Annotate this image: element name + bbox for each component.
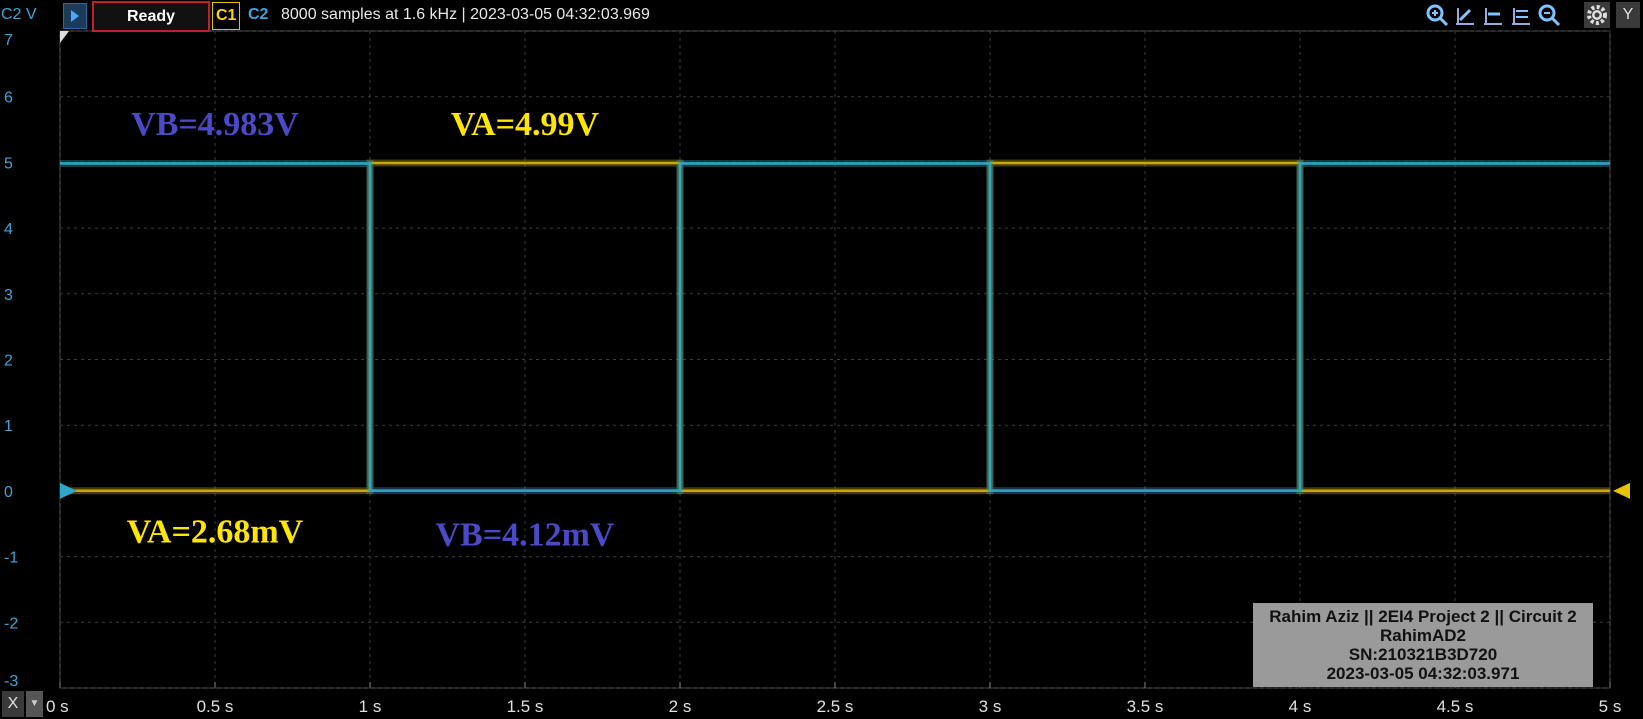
y-tick-label: 7 xyxy=(4,32,13,49)
x-tick-label: 3 s xyxy=(979,697,1002,716)
channel-1-badge[interactable]: C1 xyxy=(212,2,241,30)
channel-offset-marker xyxy=(60,482,77,499)
x-tick-label: 4 s xyxy=(1289,697,1312,716)
annotations: VB=4.983V VA=4.99V VA=2.68mV VB=4.12mV xyxy=(127,106,615,554)
cursor-icon[interactable] xyxy=(1452,2,1478,28)
acquisition-info: 8000 samples at 1.6 kHz | 2023-03-05 04:… xyxy=(281,6,650,23)
x-tick-label: 4.5 s xyxy=(1437,697,1474,716)
zoom-in-icon[interactable] xyxy=(1424,2,1450,28)
y-tick-label: -1 xyxy=(4,550,18,567)
y-tick-label: 1 xyxy=(4,418,13,435)
trigger-level-marker xyxy=(1613,482,1630,499)
cursor-icon[interactable] xyxy=(1508,2,1534,28)
y-tick-label: 2 xyxy=(4,353,13,370)
channel-2-badge[interactable]: C2 xyxy=(248,6,269,23)
play-icon xyxy=(71,10,79,22)
info-box-line: RahimAD2 xyxy=(1380,626,1466,645)
x-tick-label: 2 s xyxy=(669,697,692,716)
info-box-line: Rahim Aziz || 2EI4 Project 2 || Circuit … xyxy=(1269,607,1577,626)
y-axis-button[interactable]: Y xyxy=(1616,2,1640,28)
y-tick-label: 5 xyxy=(4,155,13,172)
x-axis-button[interactable]: X xyxy=(2,691,24,717)
annotation-label: VA=2.68mV xyxy=(127,513,304,550)
x-tick-label: 0.5 s xyxy=(197,697,234,716)
top-toolbar: C2 V Ready C1 C2 8000 samples at 1.6 kHz… xyxy=(0,0,1643,32)
y-tick-label: -3 xyxy=(4,673,18,690)
x-tick-label: 5 s xyxy=(1599,697,1622,716)
y-tick-label: 0 xyxy=(4,484,13,501)
info-box-line: 2023-03-05 04:32:03.971 xyxy=(1327,664,1520,683)
info-box-line: SN:210321B3D720 xyxy=(1349,645,1497,664)
y-axis-ticks: -3 -2 -1 0 1 2 3 4 5 6 7 xyxy=(4,32,18,690)
gear-icon[interactable] xyxy=(1584,2,1610,28)
device-info-box: Rahim Aziz || 2EI4 Project 2 || Circuit … xyxy=(1253,603,1593,687)
trace-c2 xyxy=(60,162,1610,492)
annotation-label: VA=4.99V xyxy=(451,106,600,143)
x-tick-label: 3.5 s xyxy=(1127,697,1164,716)
y-tick-label: 6 xyxy=(4,90,13,107)
grid-lines xyxy=(59,30,1611,689)
info-box-background xyxy=(1253,603,1593,687)
y-tick-label: 3 xyxy=(4,287,13,304)
zoom-out-icon[interactable] xyxy=(1536,2,1562,28)
run-arrow-button[interactable] xyxy=(63,3,87,29)
x-axis-dropdown[interactable]: ▼ xyxy=(26,691,43,717)
y-tick-label: 4 xyxy=(4,221,13,238)
annotation-label: VB=4.12mV xyxy=(436,517,615,554)
x-tick-label: 1.5 s xyxy=(507,697,544,716)
y-tick-label: -2 xyxy=(4,615,18,632)
x-tick-label: 2.5 s xyxy=(817,697,854,716)
channel-axis-label: C2 V xyxy=(1,6,37,23)
status-badge[interactable]: Ready xyxy=(92,1,210,32)
cursor-icon[interactable] xyxy=(1480,2,1506,28)
x-axis-ticks: 0 s 0.5 s 1 s 1.5 s 2 s 2.5 s 3 s 3.5 s 4 s 4.5 s… xyxy=(46,697,1621,716)
x-tick-label: 1 s xyxy=(359,697,382,716)
traces xyxy=(60,159,1610,495)
trigger-position-marker xyxy=(60,31,69,43)
annotation-label: VB=4.983V xyxy=(131,106,299,143)
x-tick-label: 0 s xyxy=(46,697,69,716)
trigger-markers[interactable] xyxy=(60,31,1630,499)
